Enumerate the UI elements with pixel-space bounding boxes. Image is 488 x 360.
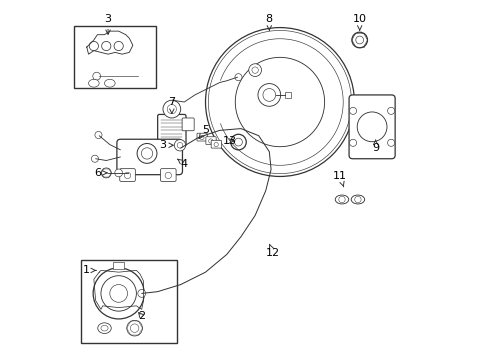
Circle shape (137, 144, 157, 163)
FancyBboxPatch shape (117, 139, 182, 175)
Circle shape (126, 320, 142, 336)
Circle shape (214, 143, 218, 147)
Circle shape (165, 172, 171, 179)
Circle shape (234, 74, 242, 81)
Text: 5: 5 (199, 125, 208, 139)
Circle shape (205, 28, 354, 176)
Circle shape (349, 107, 356, 114)
FancyBboxPatch shape (197, 133, 207, 141)
Circle shape (101, 276, 136, 311)
FancyBboxPatch shape (211, 140, 221, 148)
Text: 3: 3 (104, 14, 111, 34)
Circle shape (141, 148, 152, 159)
Circle shape (115, 169, 122, 177)
Circle shape (387, 107, 394, 114)
Circle shape (138, 289, 145, 297)
Circle shape (95, 131, 102, 139)
Ellipse shape (98, 323, 111, 333)
Circle shape (355, 36, 363, 44)
Ellipse shape (101, 325, 108, 331)
Circle shape (163, 100, 181, 118)
Circle shape (130, 324, 139, 332)
Circle shape (251, 67, 258, 73)
Circle shape (230, 134, 246, 150)
Circle shape (110, 284, 127, 302)
FancyBboxPatch shape (157, 114, 185, 146)
Circle shape (200, 135, 203, 140)
Text: 12: 12 (265, 244, 279, 258)
Text: 10: 10 (352, 14, 366, 30)
Circle shape (101, 168, 111, 178)
Circle shape (174, 140, 185, 151)
Circle shape (263, 89, 275, 101)
Text: 1: 1 (83, 265, 96, 275)
Circle shape (89, 41, 98, 51)
Ellipse shape (350, 195, 364, 204)
Circle shape (93, 268, 144, 319)
Circle shape (235, 57, 324, 147)
Polygon shape (86, 31, 133, 54)
Bar (285, 92, 290, 98)
Circle shape (248, 64, 261, 77)
Circle shape (124, 172, 130, 179)
Circle shape (356, 112, 386, 142)
Circle shape (167, 104, 176, 114)
Ellipse shape (335, 195, 348, 204)
FancyBboxPatch shape (182, 118, 194, 131)
Circle shape (177, 143, 183, 148)
FancyBboxPatch shape (205, 137, 216, 145)
Circle shape (93, 72, 101, 80)
Circle shape (351, 32, 367, 48)
Ellipse shape (104, 79, 115, 87)
Text: 2: 2 (138, 311, 145, 321)
Circle shape (91, 155, 98, 162)
Circle shape (114, 41, 123, 51)
Text: 11: 11 (332, 171, 346, 187)
Circle shape (349, 139, 356, 147)
Circle shape (208, 31, 351, 174)
Circle shape (208, 139, 212, 143)
Bar (74, 26, 156, 88)
FancyBboxPatch shape (348, 95, 394, 159)
Bar (113, 262, 124, 269)
FancyBboxPatch shape (160, 168, 176, 181)
Circle shape (387, 139, 394, 147)
Circle shape (258, 84, 280, 106)
Circle shape (102, 41, 111, 51)
Circle shape (234, 138, 242, 146)
Text: 8: 8 (265, 14, 272, 30)
Circle shape (354, 196, 360, 203)
FancyBboxPatch shape (120, 168, 135, 181)
Bar (81, 260, 177, 343)
Ellipse shape (88, 79, 99, 87)
Text: 3: 3 (159, 140, 173, 150)
Text: 13: 13 (223, 136, 237, 146)
Circle shape (338, 196, 345, 203)
Text: 7: 7 (168, 97, 175, 113)
Text: 6: 6 (94, 168, 107, 178)
Text: 4: 4 (177, 159, 187, 169)
Text: 9: 9 (371, 140, 378, 153)
